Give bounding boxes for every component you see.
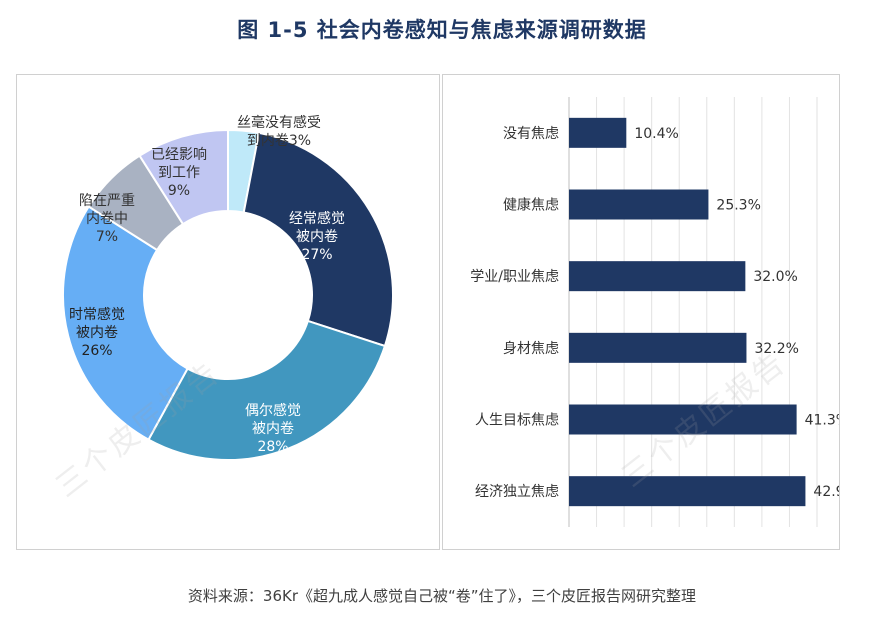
donut-slice bbox=[62, 205, 189, 441]
donut-slice-label: 丝毫没有感受到内卷3% bbox=[237, 114, 321, 149]
bar bbox=[569, 117, 627, 148]
value-label: 32.0% bbox=[753, 269, 797, 285]
category-label: 人生目标焦虑 bbox=[475, 413, 559, 429]
bar bbox=[569, 332, 747, 363]
value-label: 25.3% bbox=[716, 198, 760, 214]
donut-slice bbox=[147, 319, 387, 461]
value-label: 42.9% bbox=[813, 484, 839, 500]
bar bbox=[569, 261, 746, 292]
donut-slice-label: 时常感觉被内卷 26% bbox=[69, 306, 125, 359]
value-label: 32.2% bbox=[754, 341, 798, 357]
category-label: 身材焦虑 bbox=[503, 341, 559, 357]
donut-slice bbox=[242, 131, 394, 348]
value-label: 41.3% bbox=[805, 413, 839, 429]
donut-slice-label: 陷在严重内卷中 7% bbox=[79, 193, 135, 245]
value-label: 10.4% bbox=[634, 126, 678, 142]
source-note: 资料来源：36Kr《超九成人感觉自己被“卷”住了》，三个皮匠报告网研究整理 bbox=[187, 587, 697, 605]
donut-slice-label: 已经影响到工作 9% bbox=[151, 147, 207, 199]
category-label: 经济独立焦虑 bbox=[475, 484, 559, 500]
category-label: 没有焦虑 bbox=[503, 126, 559, 142]
category-label: 健康焦虑 bbox=[503, 197, 559, 214]
donut-chart: 丝毫没有感受到内卷3% 经常感觉被内卷 27% 偶尔感觉被内卷 28% 时常感觉被内卷 26… bbox=[62, 114, 394, 461]
bar bbox=[569, 189, 709, 220]
donut-chart-panel: 丝毫没有感受到内卷3% 经常感觉被内卷 27% 偶尔感觉被内卷 28% 时常感觉被内卷 26… bbox=[16, 74, 440, 550]
category-label: 学业/职业焦虑 bbox=[470, 269, 559, 285]
donut-slice bbox=[138, 128, 229, 226]
page-title: 图 1-5 社会内卷感知与焦虑来源调研数据 bbox=[237, 18, 647, 42]
donut-slice-label: 偶尔感觉被内卷 28% bbox=[245, 402, 301, 455]
bar bbox=[569, 476, 806, 507]
bar-chart: 没有焦虑 10.4% 健康焦虑 25.3% 学业/职业焦虑 32.0% 身材焦虑 32.2% 人… bbox=[470, 97, 858, 527]
bar bbox=[569, 404, 797, 435]
donut-slice-label: 经常感觉被内卷 27% bbox=[289, 210, 345, 263]
bar-chart-panel: 没有焦虑 10.4% 健康焦虑 25.3% 学业/职业焦虑 32.0% 身材焦虑 32.2% 人… bbox=[442, 74, 858, 550]
